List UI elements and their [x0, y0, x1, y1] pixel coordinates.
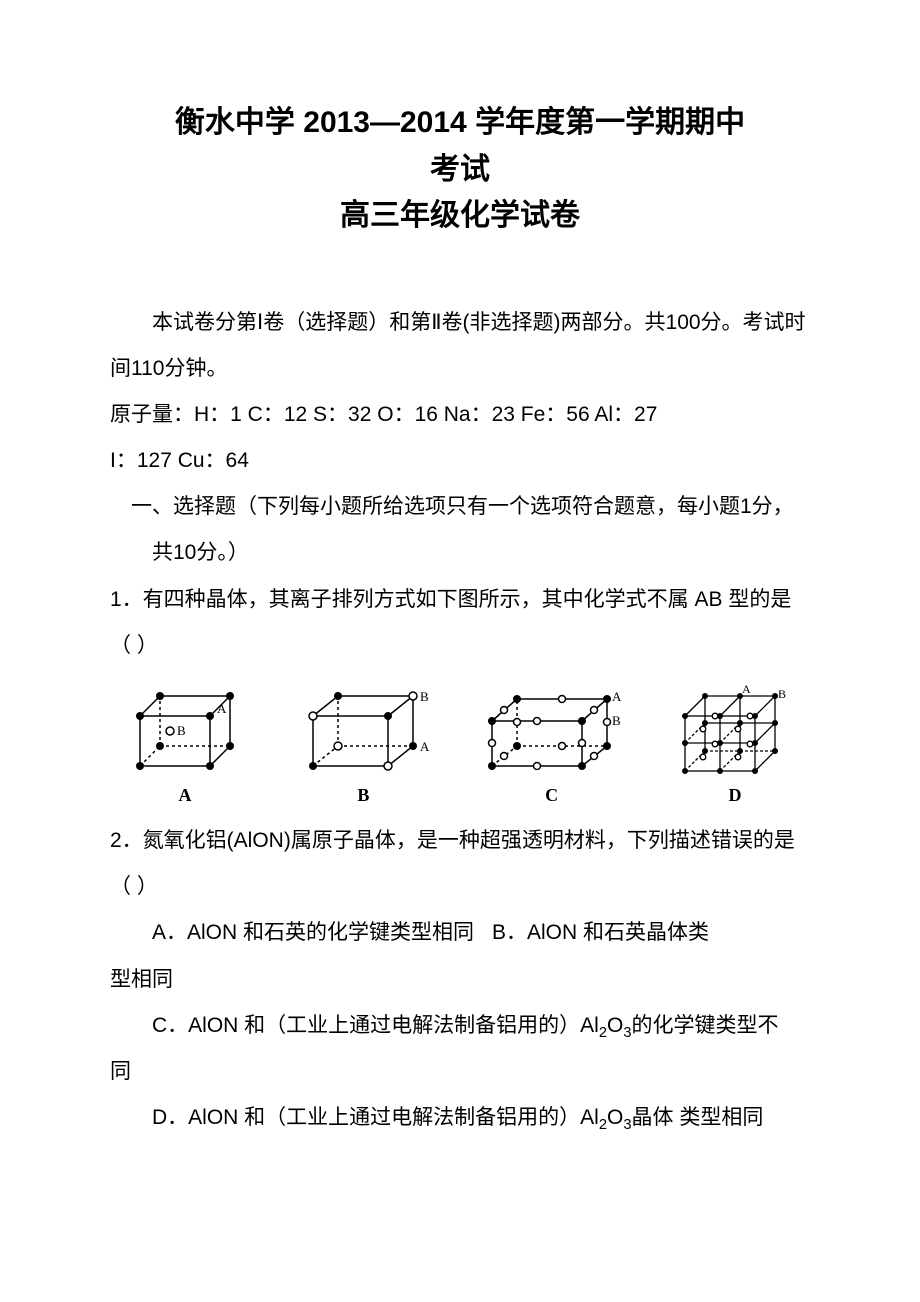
- question-2-option-b-cont: 型相同: [110, 957, 810, 1003]
- exam-description: 本试卷分第Ⅰ卷（选择题）和第Ⅱ卷(非选择题)两部分。共100分。考试时间110分…: [110, 300, 810, 392]
- svg-text:B: B: [778, 687, 786, 701]
- question-2-option-ab: A．AlON 和石英的化学键类型相同 B．AlON 和石英晶体类: [110, 910, 810, 956]
- svg-text:B: B: [177, 723, 186, 738]
- question-2-option-c: C．AlON 和（工业上通过电解法制备铝用的）Al2O3的化学键类型不: [110, 1003, 810, 1050]
- svg-text:B: B: [612, 713, 621, 728]
- figure-d-label: D: [728, 785, 741, 806]
- title-line-1: 衡水中学 2013—2014 学年度第一学期期中: [110, 100, 810, 147]
- atomic-weights-line1: 原子量：H：1 C：12 S：32 O：16 Na：23 Fe：56 Al：27: [110, 392, 810, 438]
- figure-d: A B D: [670, 681, 800, 806]
- svg-text:A: A: [420, 739, 430, 754]
- figure-a-label: A: [179, 785, 192, 806]
- question-2-option-c-cont: 同: [110, 1049, 810, 1095]
- crystal-c-icon: A B: [477, 681, 627, 781]
- question-2-option-d: D．AlON 和（工业上通过电解法制备铝用的）Al2O3晶体 类型相同: [110, 1095, 810, 1142]
- question-2-stem: 2．氮氧化铝(AlON)属原子晶体，是一种超强透明材料，下列描述错误的是 （ ）: [110, 818, 810, 910]
- question-1-figures: A B A: [110, 681, 810, 806]
- figure-b-label: B: [357, 785, 369, 806]
- title-line-3: 高三年级化学试卷: [110, 193, 810, 240]
- svg-text:A: A: [742, 682, 751, 696]
- figure-b: B A B: [293, 681, 433, 806]
- figure-c-label: C: [545, 785, 558, 806]
- title-line-2: 考试: [110, 147, 810, 194]
- crystal-d-icon: A B: [670, 681, 800, 781]
- figure-a: A B A: [120, 681, 250, 806]
- svg-text:A: A: [612, 689, 622, 704]
- section-1-heading: 一、选择题（下列每小题所给选项只有一个选项符合题意，每小题1分，共10分。）: [110, 484, 810, 576]
- option-a: A．AlON 和石英的化学键类型相同: [152, 910, 492, 956]
- crystal-a-icon: A B: [120, 681, 250, 781]
- atomic-values-1: H：1 C：12 S：32 O：16 Na：23 Fe：56 Al：27: [194, 403, 657, 426]
- option-b: B．AlON 和石英晶体类: [492, 910, 709, 956]
- atomic-weights-line2: I：127 Cu：64: [110, 438, 810, 484]
- exam-header: 衡水中学 2013—2014 学年度第一学期期中 考试 高三年级化学试卷: [110, 100, 810, 240]
- svg-text:B: B: [420, 689, 429, 704]
- atomic-label: 原子量：: [110, 403, 194, 426]
- question-1-stem: 1．有四种晶体，其离子排列方式如下图所示，其中化学式不属 AB 型的是 （ ）: [110, 577, 810, 669]
- svg-text:A: A: [217, 701, 227, 716]
- figure-c: A B C: [477, 681, 627, 806]
- crystal-b-icon: B A: [293, 681, 433, 781]
